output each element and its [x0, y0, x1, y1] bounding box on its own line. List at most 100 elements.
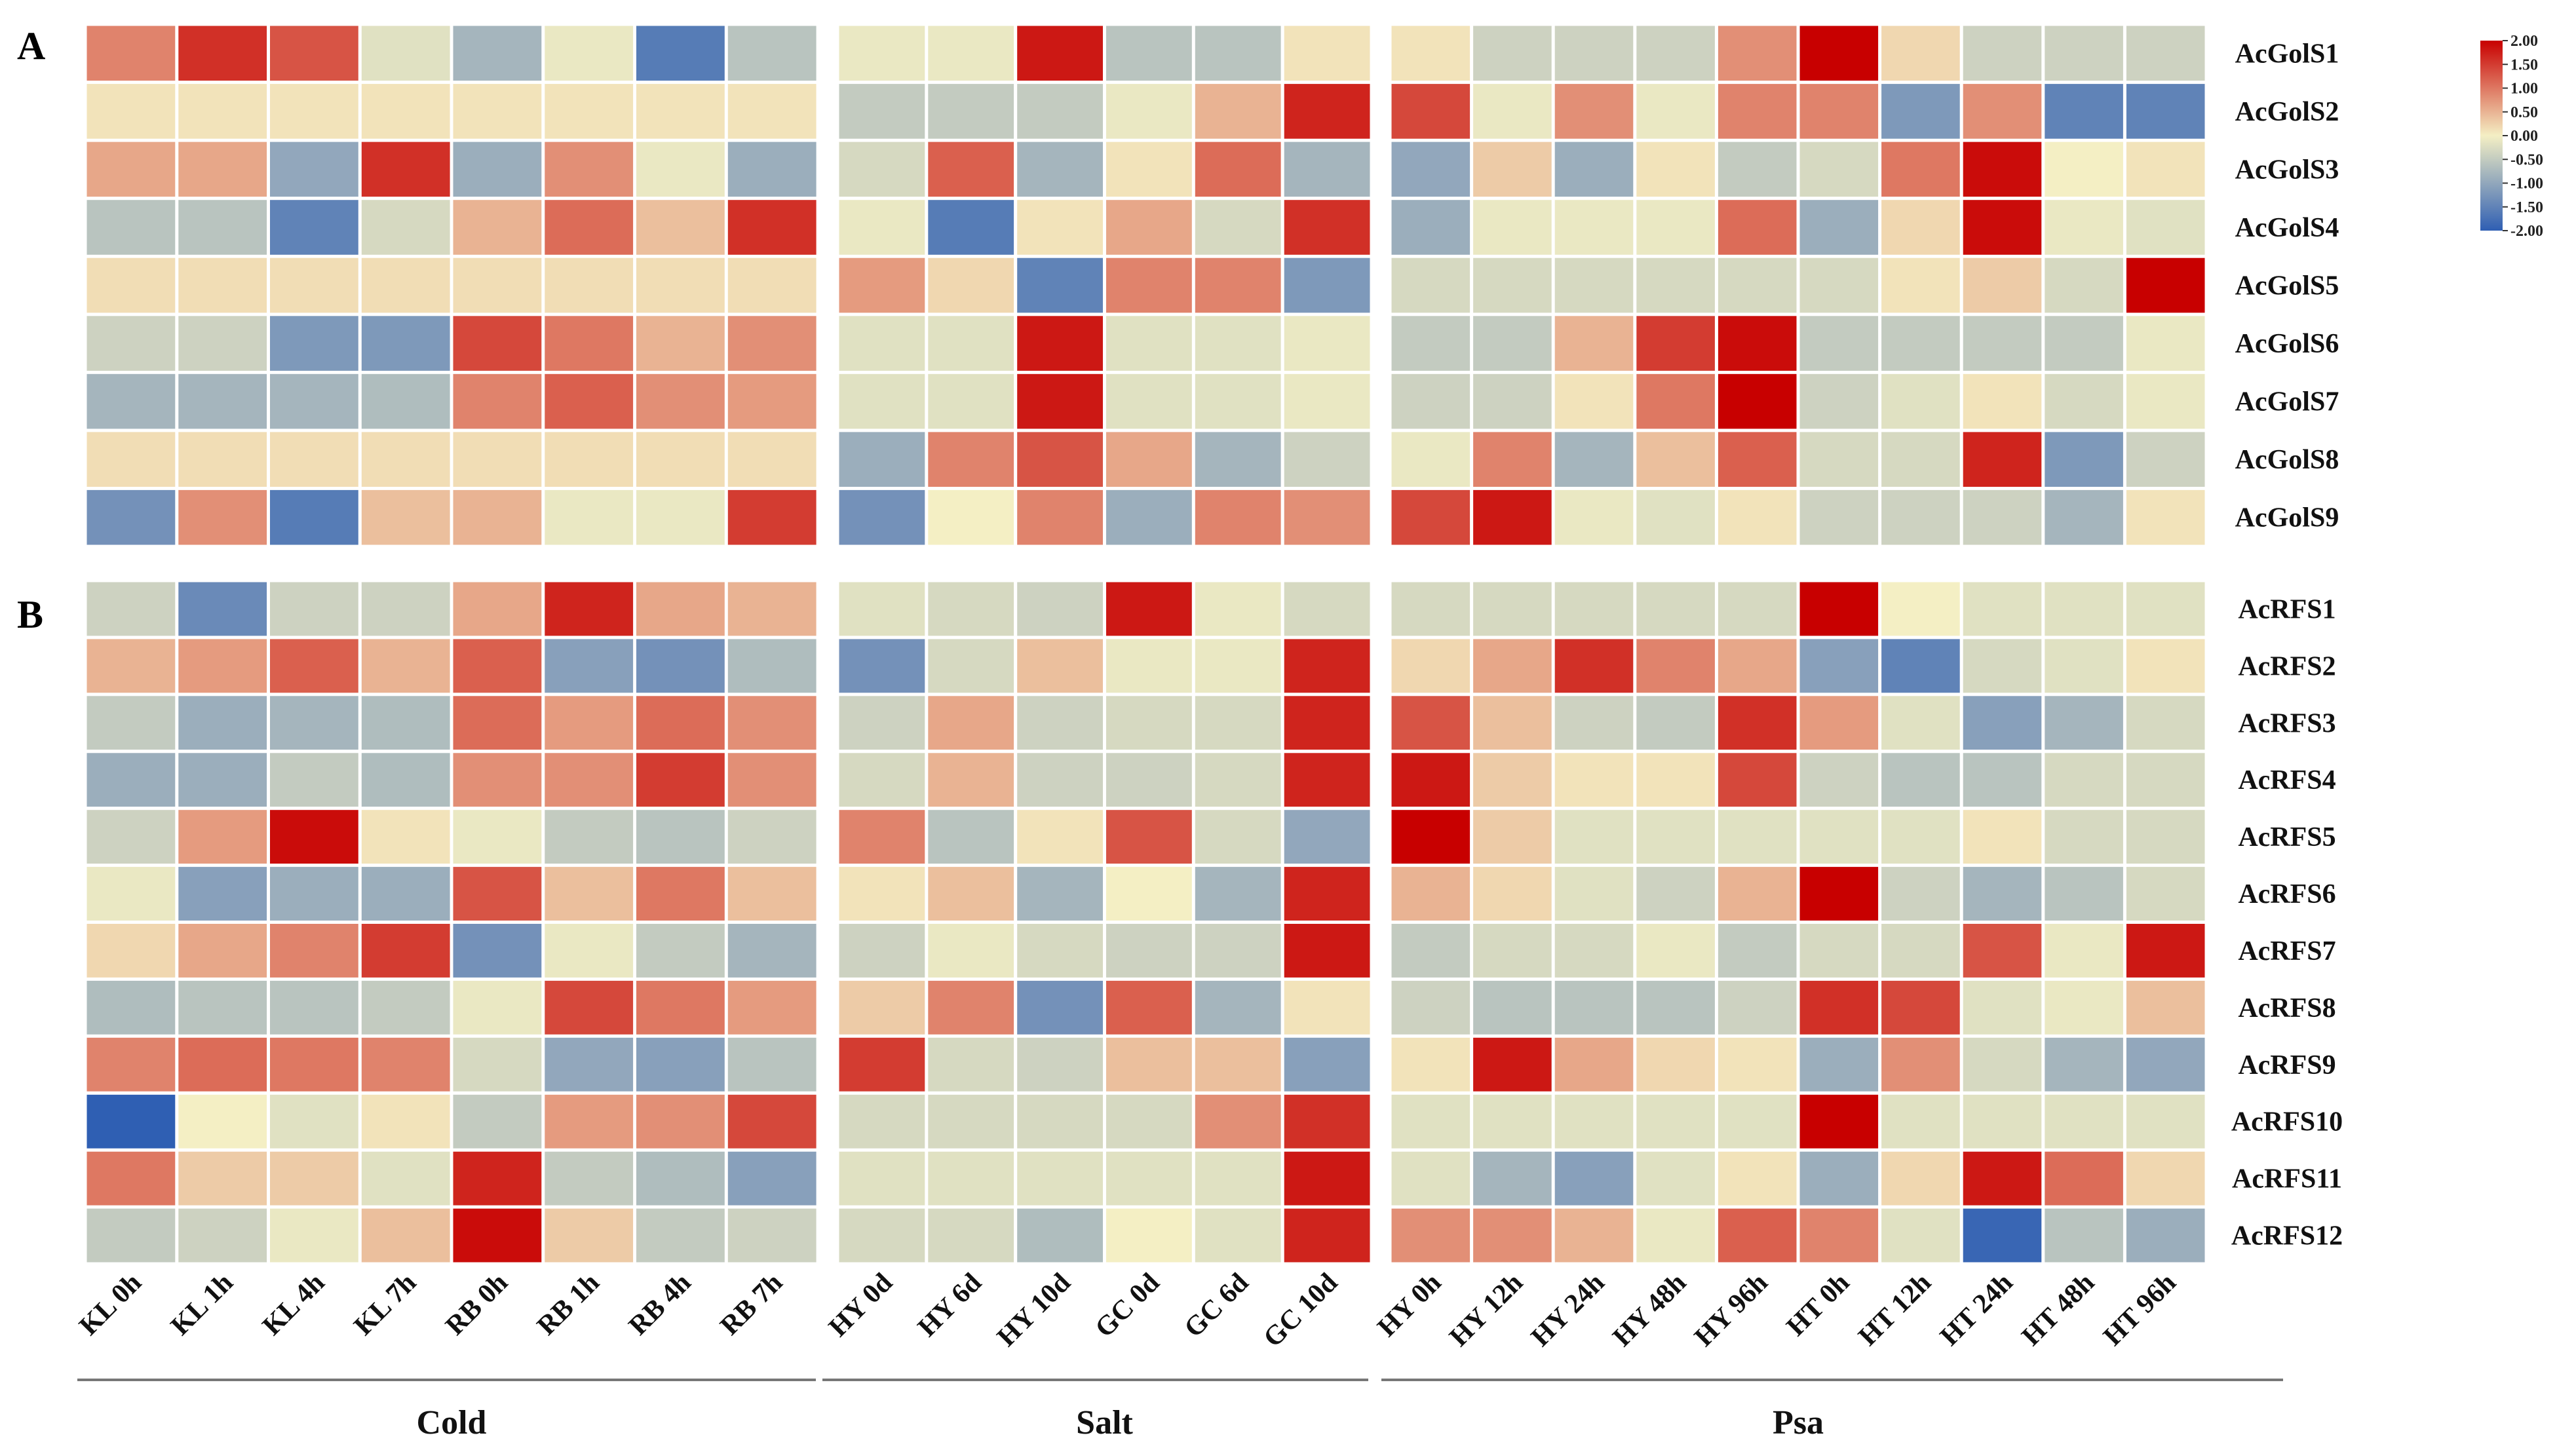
heatmap-cell: [1963, 924, 2042, 978]
heatmap-cell: [727, 1208, 817, 1263]
heatmap-cell: [545, 316, 634, 371]
heatmap-cell: [1284, 867, 1370, 921]
heatmap-cell: [1391, 26, 1471, 81]
heatmap-cell: [87, 1151, 176, 1206]
heatmap-cell: [1718, 696, 1797, 750]
heatmap-cell: [1881, 696, 1960, 750]
heatmap-cell: [1017, 1208, 1103, 1263]
heatmap-cell: [453, 1037, 542, 1092]
heatmap-cell: [1284, 489, 1370, 545]
heatmap-cell: [1284, 142, 1370, 197]
heatmap-cell: [453, 924, 542, 978]
heatmap-cell: [361, 980, 450, 1035]
heatmap-cell: [270, 639, 358, 693]
heatmap-cell: [453, 373, 542, 429]
heatmap-cell: [270, 696, 358, 750]
heatmap-cell: [1554, 1094, 1634, 1149]
column-label: HT 24h: [1934, 1268, 2019, 1352]
heatmap-cell: [1718, 84, 1797, 139]
heatmap-cell: [636, 696, 725, 750]
heatmap-cell: [1106, 84, 1192, 139]
heatmap-cell: [1284, 924, 1370, 978]
heatmap-cell: [178, 316, 267, 371]
heatmap-cell: [1473, 26, 1552, 81]
heatmap-cell: [1636, 1037, 1715, 1092]
column-label: KL 4h: [257, 1268, 331, 1342]
heatmap-cell: [636, 257, 725, 313]
column-label: HY 12h: [1444, 1268, 1529, 1353]
heatmap-cell: [2045, 489, 2123, 545]
heatmap-cell: [1195, 373, 1281, 429]
heatmap-cell: [1017, 432, 1103, 487]
heatmap-cell: [1718, 26, 1797, 81]
heatmap-cell: [361, 432, 450, 487]
heatmap-cell: [178, 200, 267, 255]
heatmap-cell: [1718, 1037, 1797, 1092]
heatmap-cell: [178, 84, 267, 139]
heatmap-cell: [2126, 26, 2205, 81]
heatmap-cell: [2126, 867, 2205, 921]
heatmap-cell: [361, 1151, 450, 1206]
heatmap-cell: [1195, 980, 1281, 1035]
heatmap-cell: [1195, 26, 1281, 81]
heatmap-cell: [1799, 639, 1879, 693]
heatmap-cell: [1195, 257, 1281, 313]
heatmap-cell: [1106, 753, 1192, 807]
heatmap-cell: [270, 1037, 358, 1092]
heatmap-cell: [1881, 1151, 1960, 1206]
column-label: RB 4h: [623, 1268, 697, 1342]
heatmap-cell: [545, 980, 634, 1035]
gene-label: AcRFS11: [2232, 1164, 2342, 1194]
heatmap-cell: [1881, 810, 1960, 864]
heatmap-cell: [1284, 1151, 1370, 1206]
heatmap-cell: [1284, 373, 1370, 429]
heatmap-cell: [1284, 257, 1370, 313]
heatmap-cell: [1554, 257, 1634, 313]
heatmap-cell: [1195, 924, 1281, 978]
heatmap-cell: [1554, 142, 1634, 197]
heatmap-cell: [361, 200, 450, 255]
heatmap-cell: [1799, 489, 1879, 545]
heatmap-cell: [1195, 1094, 1281, 1149]
heatmap-cell: [270, 810, 358, 864]
column-label: HY 10d: [991, 1268, 1077, 1353]
heatmap-cell: [928, 980, 1014, 1035]
heatmap-cell: [2126, 1208, 2205, 1263]
heatmap-cell: [1718, 867, 1797, 921]
heatmap-cell: [1106, 1208, 1192, 1263]
heatmap-cell: [1799, 1151, 1879, 1206]
heatmap-cell: [270, 316, 358, 371]
heatmap-cell: [1799, 867, 1879, 921]
heatmap-cell: [839, 200, 925, 255]
heatmap-cell: [361, 1037, 450, 1092]
heatmap-cell: [361, 1208, 450, 1263]
heatmap-cell: [2045, 373, 2123, 429]
heatmap-cell: [545, 373, 634, 429]
heatmap-cell: [1718, 1094, 1797, 1149]
heatmap-cell: [1106, 316, 1192, 371]
heatmap-cell: [1195, 1037, 1281, 1092]
heatmap-cell: [1391, 373, 1471, 429]
heatmap-cell: [87, 257, 176, 313]
heatmap-cell: [928, 432, 1014, 487]
heatmap-cell: [1106, 257, 1192, 313]
heatmap-cell: [361, 257, 450, 313]
heatmap-cell: [1106, 924, 1192, 978]
heatmap-cell: [1554, 1037, 1634, 1092]
heatmap-cell: [1799, 1094, 1879, 1149]
heatmap-cell: [1017, 867, 1103, 921]
heatmap-cell: [87, 1037, 176, 1092]
heatmap-cell: [2045, 810, 2123, 864]
heatmap-cell: [1636, 26, 1715, 81]
heatmap-cell: [2126, 142, 2205, 197]
color-scale-tick-label: 0.00: [2510, 128, 2538, 145]
heatmap-cell: [839, 316, 925, 371]
heatmap-cell: [87, 980, 176, 1035]
heatmap-cell: [1881, 316, 1960, 371]
heatmap-cell: [1881, 26, 1960, 81]
heatmap-cell: [1106, 432, 1192, 487]
heatmap-cell: [453, 316, 542, 371]
color-scale-bar: [2480, 41, 2503, 231]
heatmap-cell: [1284, 696, 1370, 750]
heatmap-cell: [2126, 316, 2205, 371]
